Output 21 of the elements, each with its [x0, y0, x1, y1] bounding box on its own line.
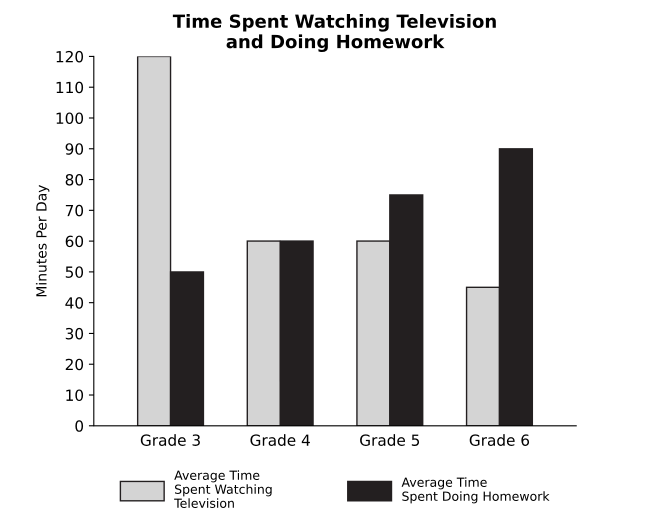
- y-tick-label: 110: [56, 82, 84, 94]
- y-axis-title: Minutes Per Day: [36, 184, 50, 296]
- x-tick-label: Grade 4: [250, 434, 310, 446]
- y-tick-label: 60: [66, 236, 84, 248]
- y-tick-label: 30: [66, 328, 84, 340]
- chart-title: Time Spent Watching Television and Doing Homework: [172, 14, 496, 52]
- legend-label: Average Time Spent Doing Homework: [402, 477, 550, 504]
- y-tick-label: 40: [65, 297, 84, 309]
- y-tick-label: 80: [66, 174, 84, 186]
- x-tick-label: Grade 3: [140, 434, 200, 446]
- y-tick-label: 90: [66, 143, 84, 155]
- x-tick-label: Grade 5: [360, 434, 420, 446]
- x-tick-label: Grade 6: [470, 434, 530, 446]
- y-tick-label: 50: [66, 266, 84, 278]
- y-tick-label: 120: [56, 50, 84, 62]
- y-tick-label: 10: [66, 389, 84, 402]
- y-tick-label: 100: [56, 112, 84, 124]
- legend-label: Average Time Spent Watching Television: [174, 470, 272, 508]
- y-tick-label: 0: [75, 420, 84, 432]
- y-tick-label: 20: [66, 358, 84, 370]
- y-tick-label: 70: [66, 204, 84, 216]
